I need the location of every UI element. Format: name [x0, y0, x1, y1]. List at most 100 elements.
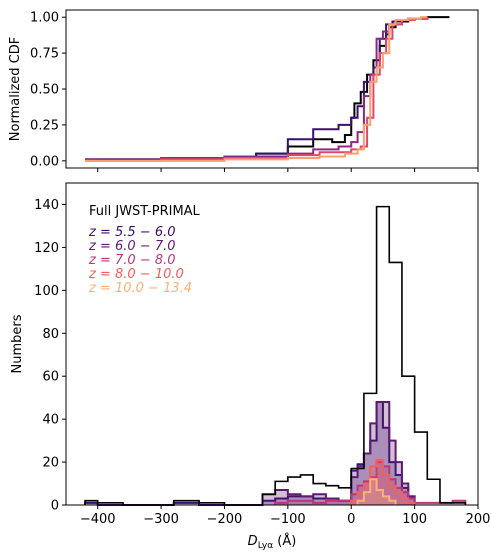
histogram-x-tick-label: −300 — [143, 512, 179, 527]
histogram-axes-frame — [65, 182, 479, 506]
x-axis-label-subscript: Lyα — [258, 541, 274, 551]
cdf-y-axis-label: Normalized CDF — [8, 37, 23, 141]
histogram-bar — [313, 498, 326, 505]
histogram-y-ticks: 0 20 40 60 80 100 120 140 — [34, 198, 66, 514]
cdf-panel: 0.00 0.25 0.50 0.75 1.00 Normalized CDF — [8, 9, 479, 172]
histogram-bar — [85, 502, 98, 505]
histogram-bar — [357, 492, 364, 505]
histogram-bar — [401, 483, 409, 505]
histogram-bar — [325, 498, 339, 505]
histogram-bar — [408, 496, 415, 505]
histogram-bar — [287, 500, 314, 505]
histogram-bar — [363, 481, 371, 505]
cdf-y-tick-label: 0.25 — [30, 118, 59, 133]
histogram-bar — [338, 500, 352, 505]
histogram-bar — [357, 464, 364, 505]
histogram-bar — [401, 487, 409, 505]
histogram-bar — [382, 401, 390, 505]
histogram-bar — [262, 500, 276, 505]
legend-entry: z = 8.0 − 10.0 — [88, 267, 184, 282]
histogram-bar — [357, 485, 364, 505]
histogram-bar — [376, 489, 383, 505]
histogram-x-axis-label: DLyα (Å) — [248, 533, 297, 551]
histogram-bar — [370, 440, 377, 505]
histogram-bar — [370, 466, 377, 505]
histogram-series-outline — [350, 458, 416, 505]
histogram-bar — [173, 502, 187, 505]
histogram-bar — [376, 462, 383, 505]
histogram-bar — [313, 502, 326, 505]
histogram-bar — [408, 496, 415, 505]
histogram-y-tick-label: 80 — [42, 327, 59, 342]
cdf-axes-frame — [65, 9, 479, 169]
histogram-bar — [357, 500, 364, 505]
cdf-series-line — [85, 17, 429, 161]
legend: Full JWST-PRIMAL z = 5.5 − 6.0z = 6.0 − … — [88, 204, 201, 296]
histogram-bar — [408, 498, 415, 505]
histogram-bar — [395, 487, 402, 505]
cdf-y-tick-label: 0.75 — [30, 47, 59, 62]
legend-entry: z = 6.0 − 7.0 — [88, 239, 176, 254]
histogram-bar — [389, 500, 396, 505]
histogram-bar — [395, 492, 402, 505]
histogram-bar — [382, 466, 390, 505]
histogram-y-tick-label: 20 — [42, 456, 59, 471]
cdf-series-lines — [85, 16, 450, 162]
histogram-x-tick-label: 200 — [466, 512, 491, 527]
legend-entry: z = 5.5 − 6.0 — [88, 225, 176, 240]
histogram-bar — [389, 440, 396, 505]
histogram-bar — [338, 500, 352, 505]
histogram-x-tick-label: −400 — [80, 512, 116, 527]
histogram-bar — [363, 453, 371, 505]
histogram-bar — [351, 470, 358, 505]
histogram-bar — [363, 483, 371, 505]
histogram-y-tick-label: 0 — [51, 499, 59, 514]
x-axis-label-main: D — [248, 534, 258, 549]
cdf-y-tick-label: 0.50 — [30, 83, 59, 98]
cdf-y-ticks: 0.00 0.25 0.50 0.75 1.00 — [30, 11, 66, 169]
histogram-y-tick-label: 40 — [42, 413, 59, 428]
histogram-bar — [401, 498, 409, 505]
histogram-panel: 0 20 40 60 80 100 120 140 −400 −300 −200 −100 0 100 2… — [10, 182, 491, 551]
histogram-bar — [389, 462, 396, 505]
cdf-series-line — [85, 16, 450, 161]
histogram-y-tick-label: 100 — [34, 284, 59, 299]
histogram-y-tick-label: 60 — [42, 370, 59, 385]
histogram-bar — [370, 479, 377, 505]
histogram-bar — [262, 494, 276, 505]
histogram-x-tick-label: 0 — [347, 512, 355, 527]
histogram-bar — [186, 502, 200, 505]
histogram-bar — [408, 502, 415, 505]
histogram-bar — [275, 498, 288, 505]
histogram-bar — [414, 502, 453, 505]
histogram-x-tick-label: 100 — [402, 512, 427, 527]
histogram-series-outline — [274, 461, 467, 505]
cdf-x-ticks — [97, 168, 479, 172]
cdf-y-tick-label: 0.00 — [30, 154, 59, 169]
histogram-bar — [389, 485, 396, 505]
histogram-bar — [376, 401, 383, 505]
histogram-y-tick-label: 120 — [34, 241, 59, 256]
cdf-series-line — [85, 17, 429, 161]
legend-entry: z = 10.0 − 13.4 — [88, 281, 192, 296]
histogram-bar — [376, 401, 383, 505]
histogram-x-ticks: −400 −300 −200 −100 0 100 200 — [80, 505, 491, 527]
histogram-x-tick-label: −200 — [207, 512, 243, 527]
cdf-series-line — [85, 16, 428, 162]
histogram-bar — [395, 462, 402, 505]
histogram-bar — [275, 489, 288, 505]
cdf-y-tick-label: 1.00 — [30, 11, 59, 26]
histogram-bar — [287, 494, 301, 505]
histogram-bar — [313, 494, 326, 505]
histogram-bar — [351, 477, 358, 505]
histogram-bar — [376, 459, 383, 505]
histogram-bar — [363, 453, 371, 505]
histogram-bar — [351, 494, 358, 505]
legend-full-sample: Full JWST-PRIMAL — [89, 204, 201, 219]
histogram-bar — [351, 500, 358, 505]
histogram-y-axis-label: Numbers — [10, 314, 25, 373]
legend-entry: z = 7.0 − 8.0 — [88, 253, 176, 268]
histogram-y-tick-label: 140 — [34, 198, 59, 213]
histogram-bar — [395, 474, 402, 505]
